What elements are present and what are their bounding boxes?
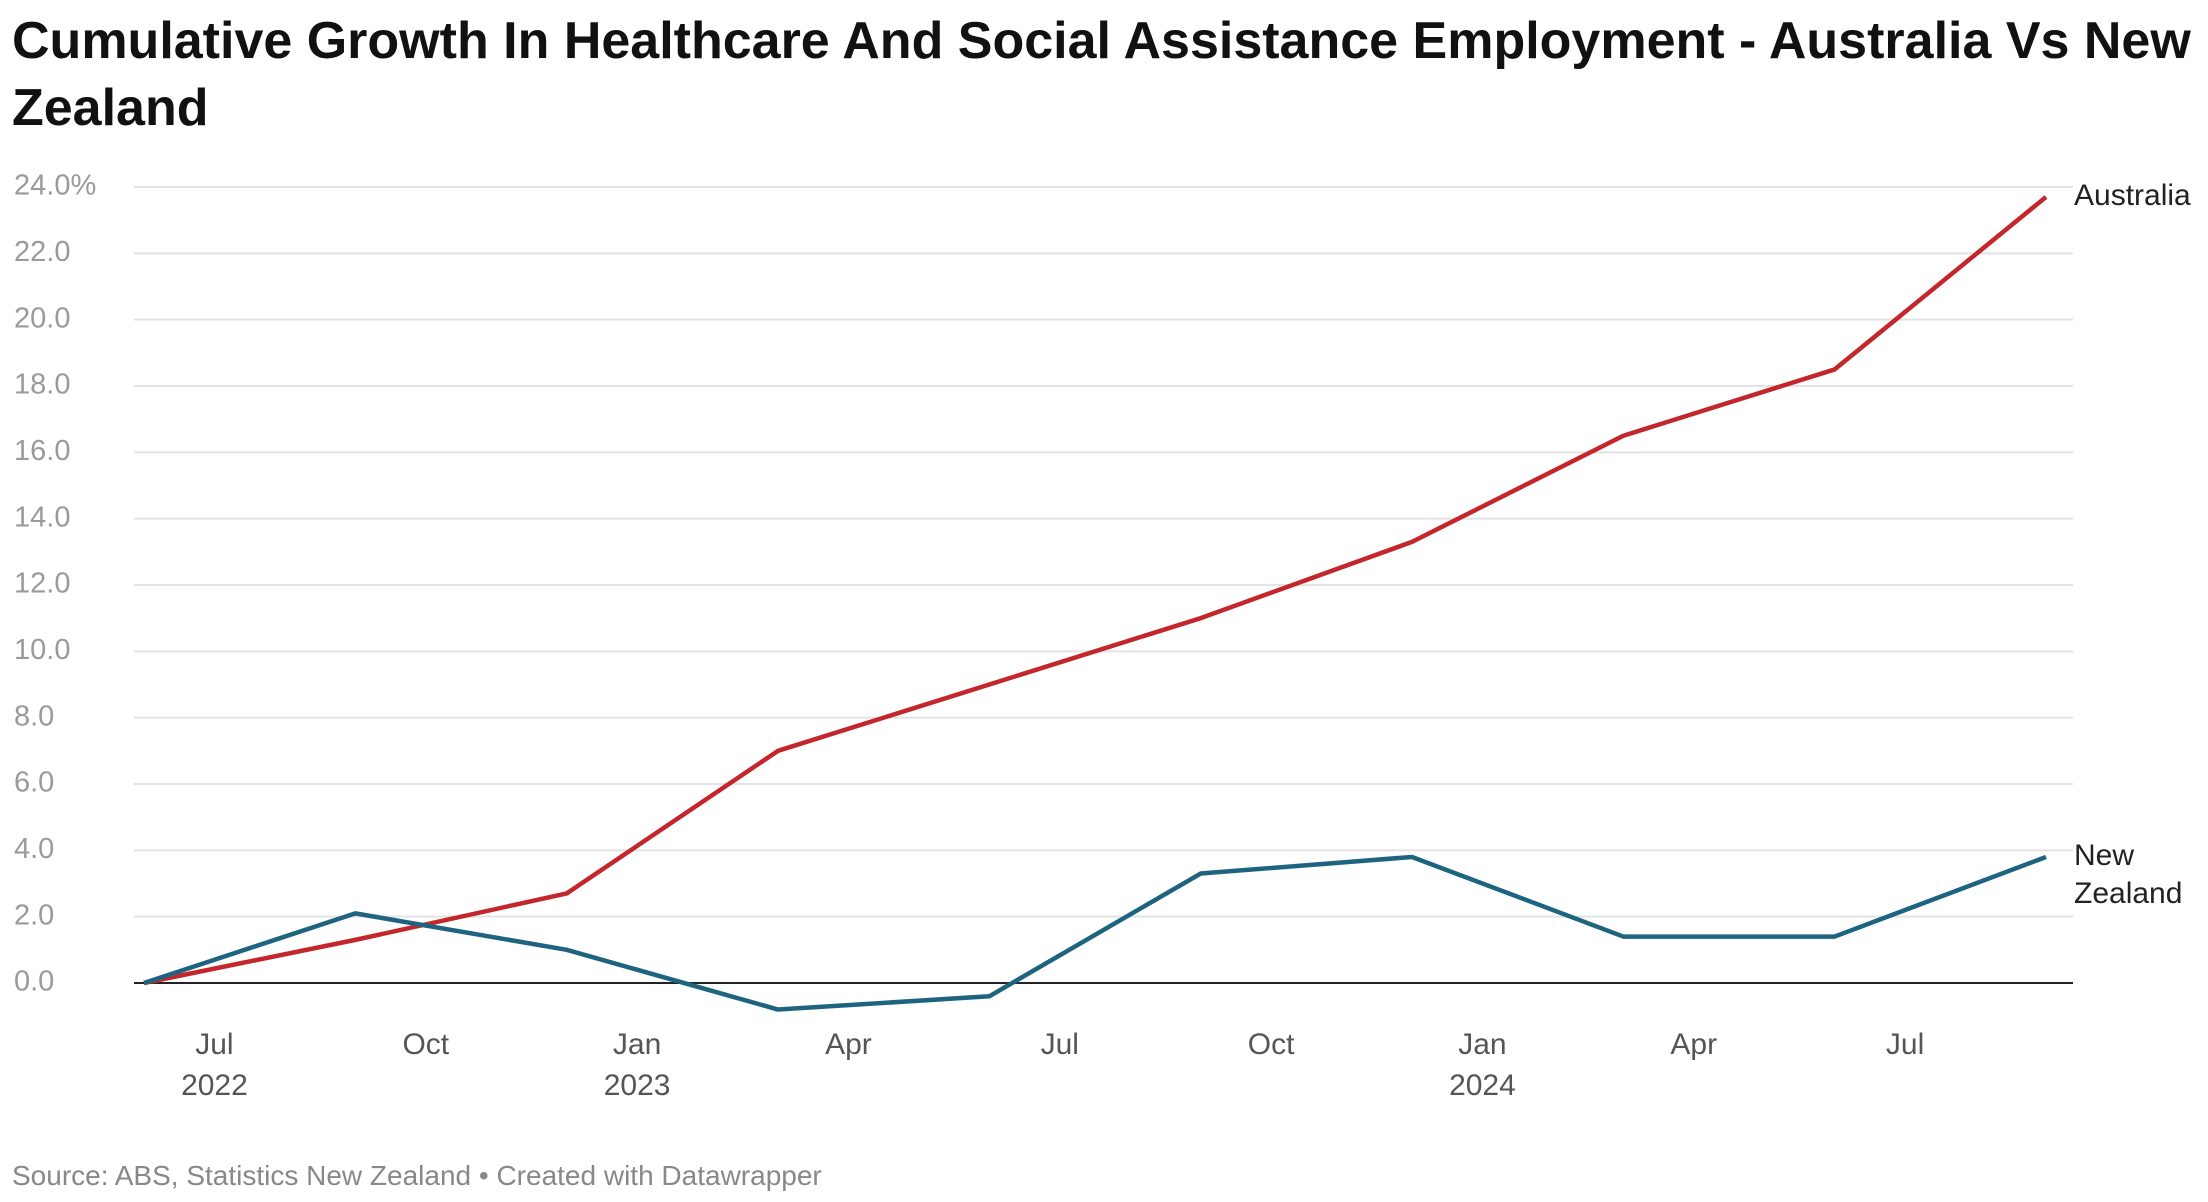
- x-tick-label: Apr: [825, 1028, 872, 1061]
- y-tick-label: 16.0: [14, 435, 70, 467]
- x-tick-year: 2023: [604, 1069, 671, 1102]
- x-tick-label: Apr: [1670, 1028, 1717, 1061]
- x-tick-year: 2022: [181, 1069, 248, 1102]
- source-note: Source: ABS, Statistics New Zealand • Cr…: [12, 1160, 822, 1191]
- series-label: Australia: [2074, 178, 2191, 212]
- series-label: New Zealand: [2074, 838, 2183, 910]
- y-tick-label: 14.0: [14, 501, 70, 533]
- chart-title: Cumulative Growth In Healthcare And Soci…: [12, 12, 2191, 137]
- y-tick-label: 0.0: [14, 966, 54, 998]
- series-line: [143, 854, 2047, 1012]
- y-tick-label: 4.0: [14, 833, 54, 865]
- x-tick-label: Jan: [613, 1028, 661, 1061]
- y-tick-label: 12.0: [14, 568, 70, 600]
- y-tick-label: 6.0: [14, 767, 54, 799]
- y-tick-label: 20.0: [14, 302, 70, 334]
- x-tick-label: Jul: [1041, 1028, 1079, 1061]
- y-tick-label: 10.0: [14, 634, 70, 666]
- y-tick-label: 22.0: [14, 236, 70, 268]
- y-tick-label: 2.0: [14, 899, 54, 931]
- x-tick-label: Jul: [195, 1028, 233, 1061]
- chart: 0.0 2.0 4.0 6.0 8.0 10.0 12.0 14.0 16.0 18.0 20.0 2…: [14, 170, 2073, 1102]
- x-tick-label: Jul: [1886, 1028, 1924, 1061]
- x-tick-label: Jan: [1458, 1028, 1506, 1061]
- y-tick-label: 8.0: [14, 700, 54, 732]
- y-tick-label: 24.0%: [14, 170, 96, 202]
- y-tick-label: 18.0: [14, 369, 70, 401]
- x-tick-label: Oct: [1248, 1028, 1295, 1061]
- x-tick-year: 2024: [1449, 1069, 1516, 1102]
- series-line: [143, 195, 2048, 986]
- x-tick-label: Oct: [402, 1028, 449, 1061]
